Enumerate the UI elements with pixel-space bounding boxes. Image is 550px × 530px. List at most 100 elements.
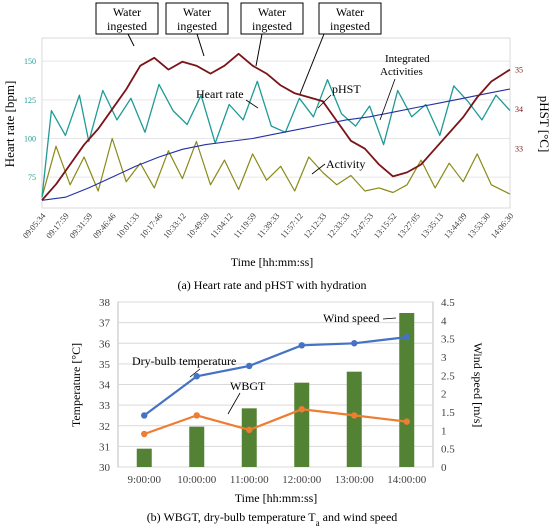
panel-b-right-tick-label: 3 [441,352,447,364]
panel-a-left-ticks: 75 100 125 150 [24,57,36,182]
panel-a-x-tick-label: 09:17:59 [44,211,71,241]
panel-b-left-tick-label: 30 [99,462,111,474]
panel-b-left-tick-label: 37 [99,318,111,330]
panel-a-x-tick-label: 11:19:59 [231,211,258,240]
panel-a-x-tick-label: 11:04:12 [208,211,235,240]
label-integrated-line-2: Activities [380,66,423,78]
wbgt-point [403,418,410,425]
wind-speed-bar [136,448,152,467]
panel-b-right-tick-label: 1 [441,425,447,437]
callout-water-ingested-4: Water ingested [299,2,382,95]
callout-water-ingested-1: Water ingested [95,2,159,47]
panel-a-x-tick-label: 10:33:12 [161,211,188,241]
panel-b-temperature-lines [141,333,410,438]
panel-a-left-tick-label: 100 [24,134,36,143]
dry-bulb-point [298,342,305,349]
panel-b-right-tick-label: 0.5 [441,444,455,456]
panel-b-left-tick-label: 34 [99,380,111,392]
panel-b-x-tick-label: 9:00:00 [127,474,161,486]
panel-b-x-tick-label: 14:00:00 [387,474,427,486]
panel-b-x-tick-label: 13:00:00 [335,474,375,486]
panel-b-caption: (b) WBGT, dry-bulb temperature Ta and wi… [147,510,398,528]
panel-a-x-tick-label: 13:44:09 [442,211,469,241]
panel-a-x-tick-label: 09:31:59 [67,211,94,241]
callout-water-ingested-3: Water ingested [240,2,304,67]
panel-a-right-tick-label: 33 [515,145,523,154]
panel-b-right-tick-label: 1.5 [441,407,455,419]
svg-text:Water: Water [336,5,364,19]
svg-text:Water: Water [258,5,286,19]
label-phst: pHST [332,82,361,96]
panel-b-left-tick-label: 35 [99,359,111,371]
panel-b-x-title: Time [hh:mm:ss] [235,491,318,505]
panel-b-gridlines [118,301,433,468]
panel-a-x-tick-label: 13:15:52 [371,211,398,241]
panel-b-left-tick-label: 32 [99,421,110,433]
panel-b-x-ticks: 9:00:00 10:00:00 11:00:00 12:00:00 13:00:00 1… [127,474,426,486]
wbgt-point [351,412,358,419]
label-dry-bulb: Dry-bulb temperature [132,354,236,368]
panel-b-right-tick-label: 0 [441,462,447,474]
svg-text:ingested: ingested [252,19,292,33]
panel-a-left-tick-label: 150 [24,57,36,66]
panel-a-heart-rate-phst: 75 100 125 150 33 34 35 09:05:3409:17:5909:31… [2,2,550,292]
panel-b-y-right-title: Wind speed [m/s] [471,343,485,428]
dry-bulb-point [403,333,410,341]
panel-a-x-tick-label: 09:05:34 [20,210,48,240]
panel-a-x-tick-label: 10:49:59 [184,211,211,241]
svg-text:ingested: ingested [177,19,217,33]
dry-bulb-point [351,340,358,347]
panel-a-x-tick-label: 12:33:33 [325,211,352,241]
wind-speed-bar [346,371,362,467]
panel-b-x-tick-label: 11:00:00 [230,474,269,486]
panel-a-right-tick-label: 34 [515,105,523,114]
callout-water-ingested-2: Water ingested [165,2,229,57]
dry-bulb-point [246,362,253,370]
panel-b-y-left-title: Temperature [°C] [69,343,83,427]
panel-b-right-tick-label: 3.5 [441,334,455,346]
panel-a-series [41,52,511,201]
panel-a-x-tick-label: 09:46:46 [91,211,118,241]
panel-a-left-tick-label: 125 [24,96,36,105]
wind-speed-bar [294,382,310,467]
wbgt-point [193,412,200,419]
panel-b-x-tick-label: 12:00:00 [282,474,322,486]
series-phst [41,52,511,201]
wind-speed-bar [189,426,205,467]
panel-a-x-tick-label: 13:27:05 [395,211,422,241]
panel-b-right-tick-label: 2.5 [441,370,455,382]
panel-a-x-tick-label: 11:57:12 [278,211,305,240]
label-wbgt: WBGT [230,379,266,393]
panel-b-left-tick-label: 38 [99,297,111,309]
series-wbgt-line [143,408,407,436]
label-integrated-line-1: Integrated [385,53,430,65]
wind-speed-bar [241,408,257,467]
panel-a-x-tick-label: 12:47:53 [348,211,375,241]
series-dry-bulb-line [143,336,407,417]
panel-a-y-left-title: Heart rate [bpm] [2,81,17,168]
panel-b-left-ticks: 30 31 32 33 34 35 36 37 38 [99,297,111,474]
panel-a-x-tick-label: 12:12:33 [301,211,328,241]
panel-b-left-tick-label: 33 [99,400,111,412]
series-activity [41,137,511,198]
panel-a-right-ticks: 33 34 35 [515,66,523,154]
callout-1-line-1: Water [113,5,141,19]
label-activity: Activity [326,157,365,171]
wind-speed-bar [399,313,415,467]
panel-a-caption: (a) Heart rate and pHST with hydration [177,278,366,292]
panel-b-right-tick-label: 2 [441,389,447,401]
panel-a-plot-area [41,37,511,209]
panel-b-left-tick-label: 36 [99,338,111,350]
panel-a-x-tick-label: 13:35:13 [418,211,445,241]
wbgt-point [141,430,148,438]
panel-a-x-title: Time [hh:mm:ss] [231,255,314,269]
panel-a-x-tick-label: 13:53:30 [465,211,492,241]
wbgt-point [298,406,305,413]
panel-b-right-tick-label: 4 [441,315,447,327]
dry-bulb-point [193,373,200,380]
panel-b-x-tick-label: 10:00:00 [177,474,217,486]
panel-a-x-tick-label: 14:06:30 [488,211,515,241]
panel-b-right-ticks: 0 0.5 1 1.5 2 2.5 3 3.5 4 4.5 [441,297,455,474]
